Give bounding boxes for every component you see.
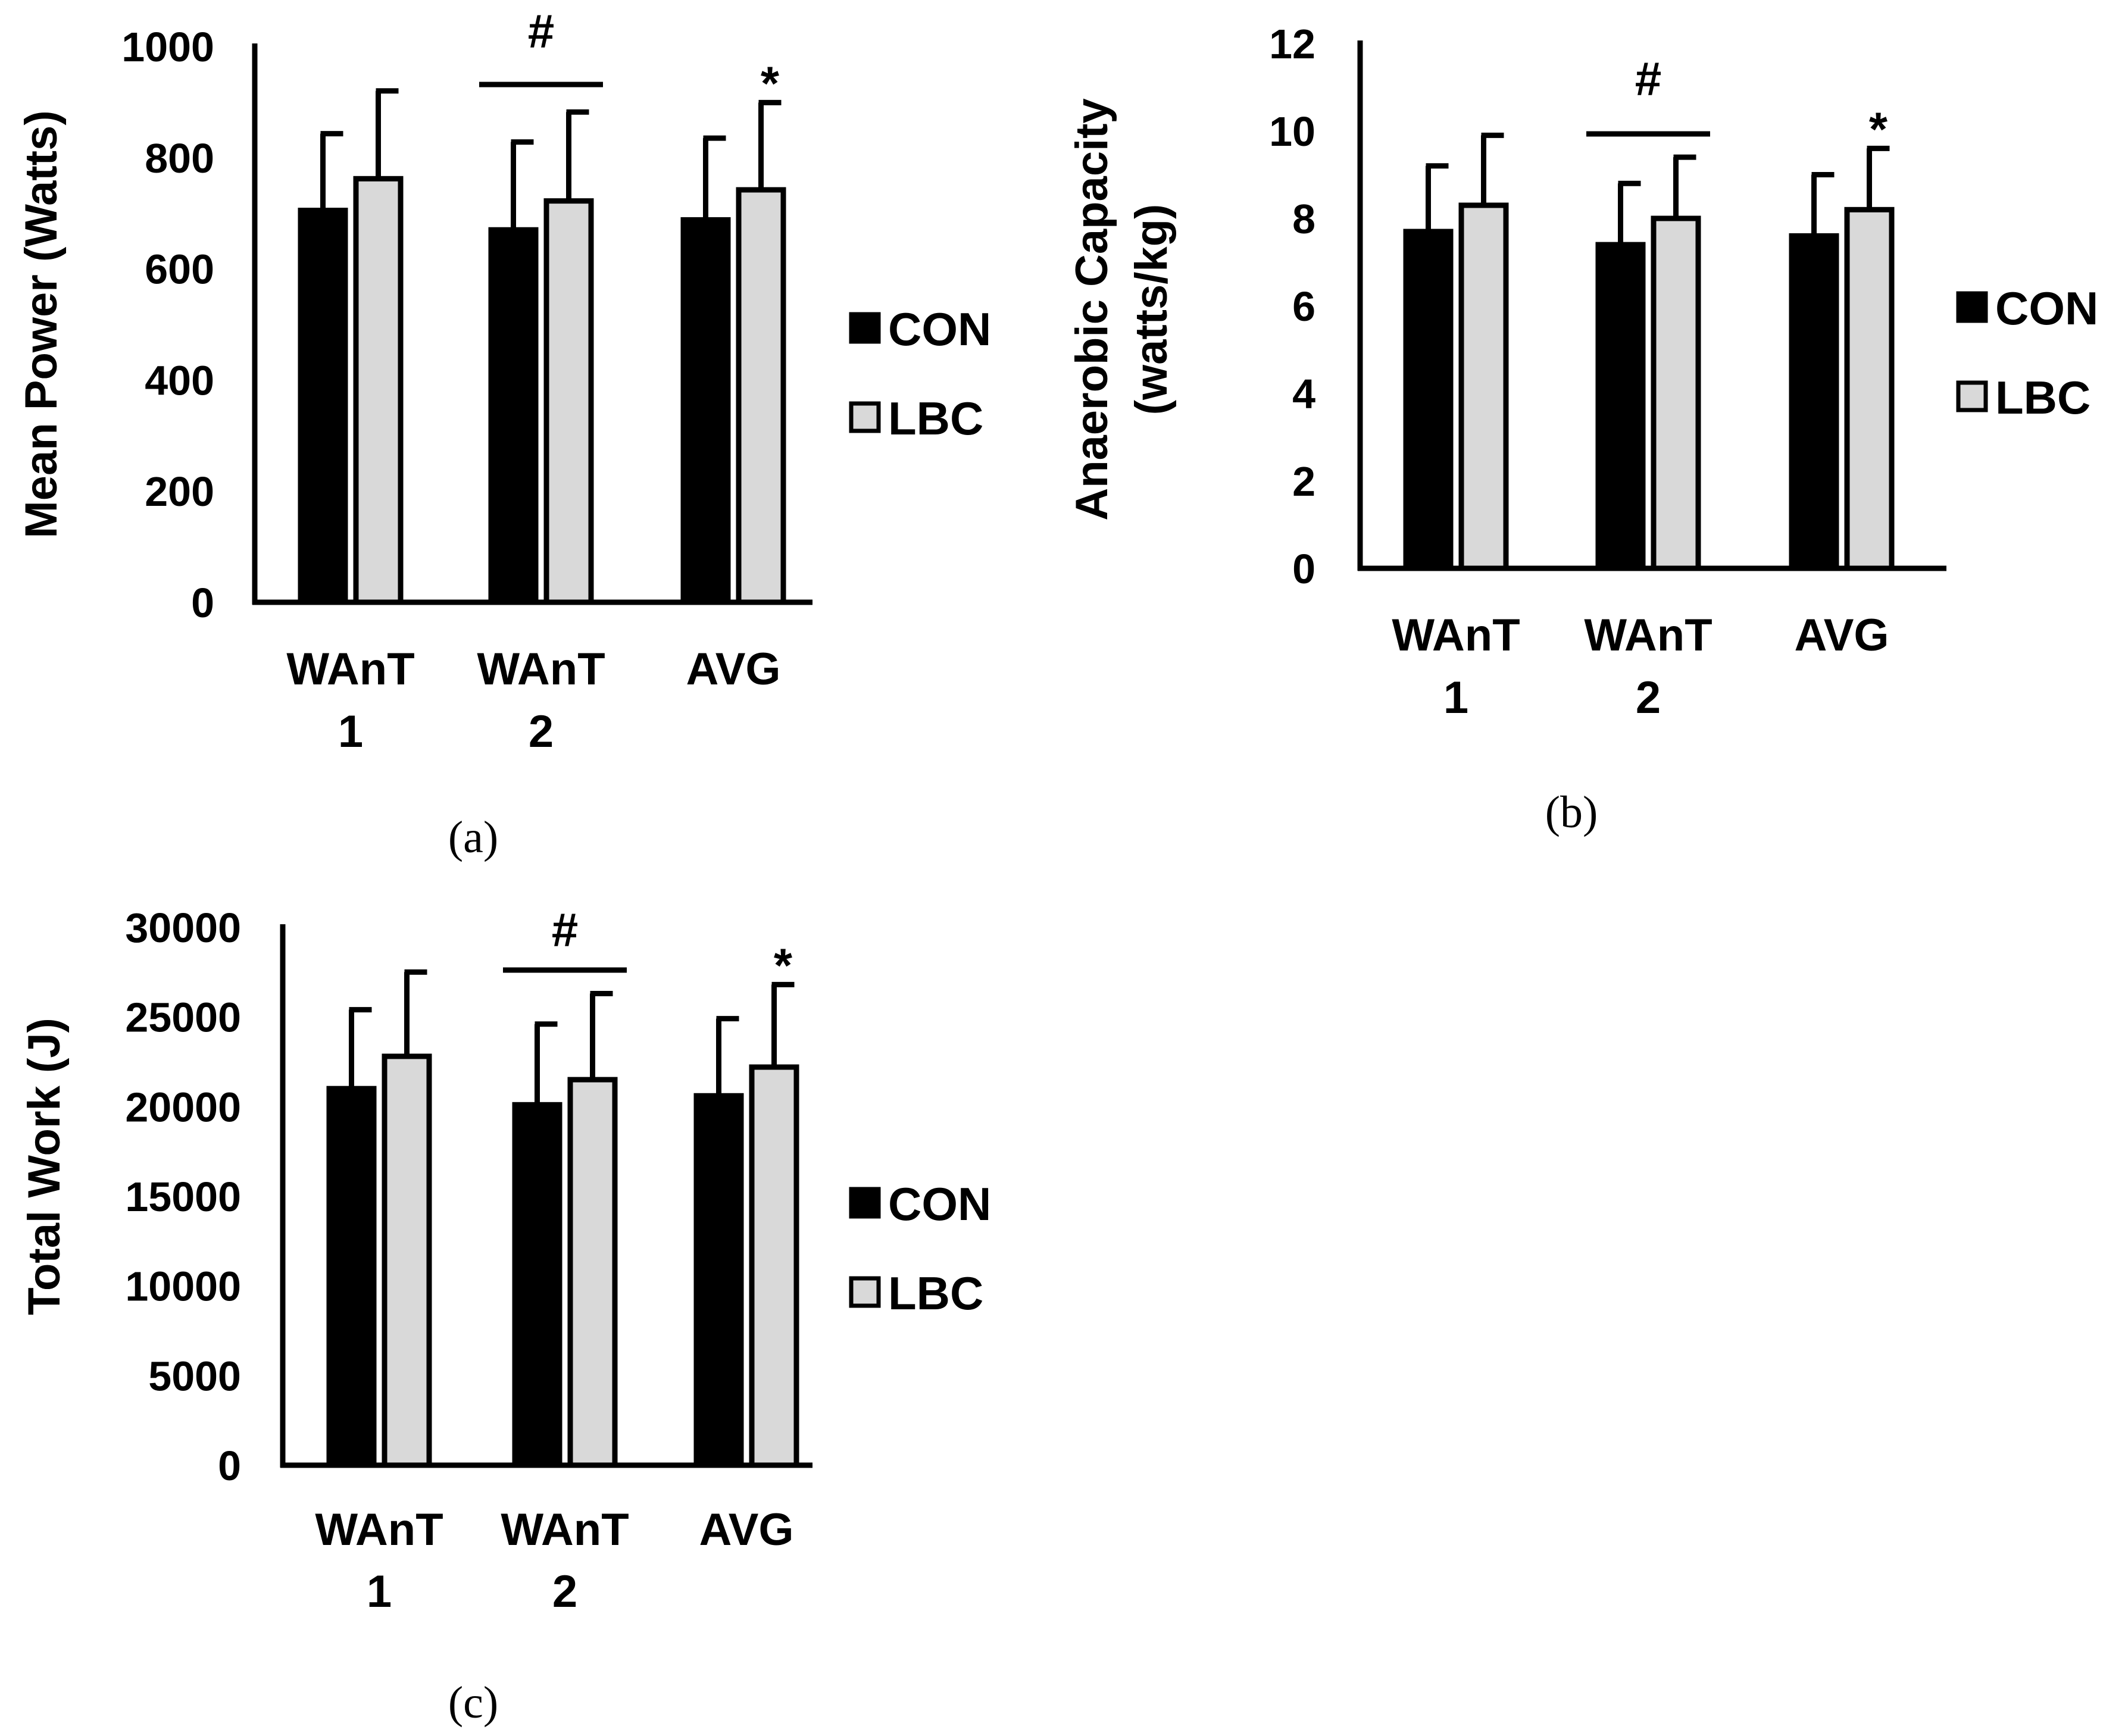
- panel-b-bar-con-2: [1595, 242, 1646, 571]
- panel-b-legend-label-con: CON: [1995, 282, 2098, 334]
- panel-a-bar-lbc-2: [543, 198, 594, 605]
- panel-c-significance-star: *: [774, 939, 793, 991]
- panel-c-significance-hash: #: [552, 903, 579, 956]
- panel-a-bar-con-2: [488, 227, 539, 605]
- panel-a-significance-star: *: [761, 57, 780, 110]
- panel-a-category-label-2-line-2: 2: [529, 706, 554, 757]
- panel-c-ytick-label-2: 10000: [125, 1263, 241, 1310]
- panel-a-legend-swatch-lbc: [849, 401, 881, 433]
- panel-c-ytick-label-5: 25000: [125, 994, 241, 1041]
- panel-c-category-label-1-line-2: 1: [367, 1566, 392, 1617]
- panel-c-ytick-label-4: 20000: [125, 1084, 241, 1130]
- panel-b-category-label-1-line-2: 1: [1443, 672, 1468, 723]
- panel-a-category-label-3-line-1: AVG: [686, 644, 780, 695]
- panel-a-category-label-2-line-1: WAnT: [477, 644, 605, 695]
- panel-c-legend-swatch-con: [849, 1187, 881, 1219]
- panel-b-category-label-2-line-2: 2: [1636, 672, 1661, 723]
- panel-c-bar-con-1: [326, 1086, 377, 1468]
- panel-a-bar-lbc-3: [736, 187, 786, 605]
- panel-a-bar-lbc-1: [353, 176, 404, 605]
- panel-b-bar-lbc-2: [1651, 215, 1701, 571]
- panel-b-caption: (b): [1545, 787, 1598, 837]
- panel-c-legend-label-con: CON: [888, 1178, 991, 1230]
- panel-b-significance-star: *: [1869, 102, 1888, 155]
- panel-c-bar-lbc-2: [567, 1077, 618, 1468]
- panel-b-ytick-label-0: 0: [1292, 546, 1315, 592]
- panel-a-significance-hash: #: [528, 5, 555, 58]
- panel-c-bar-con-2: [512, 1102, 562, 1468]
- panel-b-y-axis-title-line-1: Anaerobic Capacity: [1067, 98, 1117, 521]
- panel-b-bar-con-3: [1789, 233, 1839, 571]
- panel-b-bar-lbc-3: [1844, 207, 1895, 571]
- panel-b-category-label-2-line-1: WAnT: [1584, 610, 1712, 661]
- panel-b-ytick-label-3: 6: [1292, 283, 1315, 330]
- panel-b-bar-lbc-1: [1458, 202, 1509, 571]
- panel-a-bar-con-1: [298, 208, 348, 605]
- panel-a-y-axis-title: Mean Power (Watts): [16, 110, 67, 538]
- panel-b-ytick-label-6: 12: [1269, 21, 1315, 67]
- panel-b-legend-swatch-lbc: [1956, 380, 1988, 412]
- panel-a-caption: (a): [448, 812, 498, 862]
- panel-a-category-label-1-line-1: WAnT: [286, 644, 414, 695]
- panel-b-category-label-3-line-1: AVG: [1794, 610, 1889, 661]
- panel-c-category-label-1-line-1: WAnT: [315, 1504, 443, 1555]
- panel-c-y-axis-title: Total Work (J): [19, 1018, 70, 1315]
- panel-b-legend-label-lbc: LBC: [1995, 371, 2090, 424]
- panel-a-ytick-label-5: 1000: [121, 24, 214, 70]
- panel-c-category-label-2-line-2: 2: [552, 1566, 577, 1617]
- panel-c-legend-label-lbc: LBC: [888, 1267, 983, 1319]
- panel-b-ytick-label-4: 8: [1292, 196, 1315, 242]
- panel-a-legend-label-lbc: LBC: [888, 392, 983, 445]
- panel-c-category-label-2-line-1: WAnT: [501, 1504, 629, 1555]
- panel-a-chart: 0 200 400 600 800 1000 WAnT 1 WAnT 2 AVG Mean Power…: [16, 5, 991, 862]
- panel-c-legend-swatch-lbc: [849, 1276, 881, 1308]
- panel-c-category-label-3-line-1: AVG: [699, 1504, 793, 1555]
- panel-c-bar-lbc-1: [382, 1053, 432, 1468]
- panel-c-bar-lbc-3: [749, 1064, 799, 1468]
- panel-b-category-label-1-line-1: WAnT: [1392, 610, 1520, 661]
- panel-c-caption: (c): [448, 1678, 498, 1728]
- panel-c-ytick-label-1: 5000: [148, 1353, 241, 1399]
- panel-b-ytick-label-5: 10: [1269, 108, 1315, 155]
- panel-b-chart: 0 2 4 6 8 10 12 WAnT 1 WAnT 2 AVG Anaerobic Capacity…: [1067, 21, 2098, 837]
- panel-c-bar-con-3: [693, 1093, 744, 1468]
- panel-a-legend-label-con: CON: [888, 303, 991, 355]
- panel-a-category-label-1-line-2: 1: [338, 706, 363, 757]
- panel-b-bar-con-1: [1403, 229, 1454, 571]
- panel-b-y-axis-title-line-2: (watts/kg): [1126, 204, 1177, 415]
- panel-a-legend-swatch-con: [849, 312, 881, 344]
- panel-a-ytick-label-0: 0: [191, 580, 214, 626]
- panel-a-ytick-label-2: 400: [145, 357, 214, 403]
- panel-a-ytick-label-1: 200: [145, 468, 214, 515]
- panel-b-ytick-label-2: 4: [1292, 371, 1315, 417]
- panel-a-ytick-label-4: 800: [145, 135, 214, 182]
- panel-c-ytick-label-3: 15000: [125, 1174, 241, 1220]
- panel-c-chart: 0 5000 10000 15000 20000 25000 30000 WAnT 1 WAnT 2…: [19, 903, 991, 1728]
- panel-b-legend-swatch-con: [1956, 291, 1988, 323]
- panel-c-ytick-label-0: 0: [218, 1443, 241, 1489]
- panel-a-ytick-label-3: 600: [145, 246, 214, 293]
- panel-a-bar-con-3: [680, 217, 731, 605]
- panel-b-ytick-label-1: 2: [1292, 458, 1315, 505]
- panel-b-significance-hash: #: [1635, 52, 1662, 105]
- panel-c-ytick-label-6: 30000: [125, 905, 241, 951]
